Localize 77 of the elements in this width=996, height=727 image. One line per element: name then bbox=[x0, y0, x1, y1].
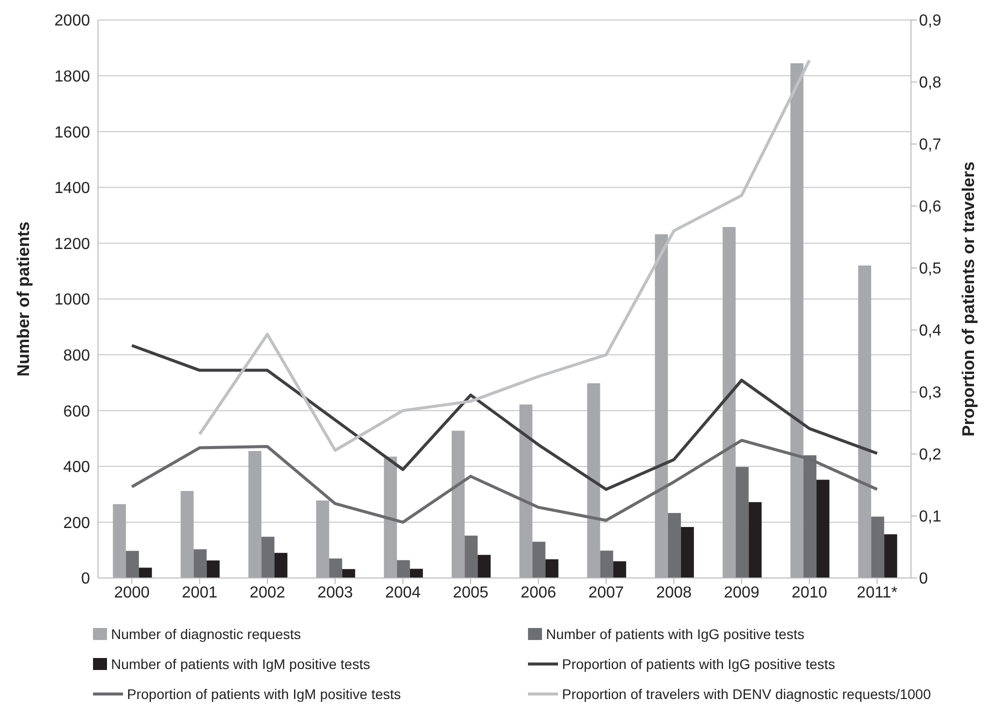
bar bbox=[748, 502, 762, 578]
x-tick-label: 2008 bbox=[656, 584, 692, 602]
y2-axis-title: Proportion of patients or travelers bbox=[959, 162, 978, 436]
bar bbox=[680, 526, 694, 578]
bar bbox=[871, 516, 884, 578]
x-tick-label: 2006 bbox=[520, 584, 556, 602]
bar bbox=[396, 560, 410, 578]
y-tick-label: 1200 bbox=[54, 236, 90, 253]
bar bbox=[736, 466, 749, 578]
y-tick-label: 2000 bbox=[54, 12, 90, 30]
x-tick-label: 2004 bbox=[385, 584, 421, 602]
y-tick-label: 800 bbox=[63, 347, 90, 364]
bar bbox=[329, 558, 342, 578]
y-tick-label: 1000 bbox=[54, 292, 90, 309]
y2-tick-label: 0,1 bbox=[919, 508, 942, 526]
x-tick-label: 2007 bbox=[588, 584, 624, 602]
legend-label: Proportion of patients with IgM positive tests bbox=[127, 686, 401, 702]
y2-tick-label: 0,5 bbox=[919, 260, 942, 278]
x-tick-label: 2011* bbox=[856, 584, 898, 602]
bar bbox=[316, 500, 330, 578]
bar bbox=[858, 266, 872, 578]
x-tick-label: 2002 bbox=[250, 584, 286, 602]
legend-label: Number of diagnostic requests bbox=[111, 626, 301, 642]
x-tick-label: 2009 bbox=[724, 584, 760, 602]
bar bbox=[600, 550, 614, 578]
bar bbox=[410, 568, 423, 578]
y-tick-label: 0 bbox=[81, 570, 90, 588]
bar bbox=[342, 569, 356, 578]
y2-tick-label: 0,6 bbox=[919, 198, 942, 216]
bar bbox=[126, 550, 139, 578]
bar bbox=[722, 227, 736, 578]
bar bbox=[654, 234, 668, 578]
bar bbox=[613, 561, 626, 578]
y-tick-label: 1600 bbox=[54, 124, 90, 142]
bar bbox=[180, 490, 194, 578]
bar bbox=[248, 451, 262, 578]
bar bbox=[464, 536, 478, 578]
y-tick-label: 1400 bbox=[54, 180, 90, 198]
y-tick-label: 400 bbox=[63, 459, 90, 476]
bar bbox=[452, 430, 465, 578]
bar bbox=[816, 480, 830, 578]
bar bbox=[194, 549, 207, 578]
y2-tick-label: 0,3 bbox=[919, 384, 942, 402]
bar bbox=[384, 456, 397, 578]
bar bbox=[261, 536, 274, 578]
x-tick-label: 2000 bbox=[114, 584, 150, 602]
x-tick-label: 2010 bbox=[792, 584, 828, 602]
y-tick-label: 1800 bbox=[54, 68, 90, 86]
bar bbox=[790, 63, 804, 578]
bar bbox=[884, 534, 898, 578]
x-tick-label: 2001 bbox=[182, 584, 218, 602]
legend-label: Number of patients with IgG positive tests bbox=[546, 626, 804, 642]
y-axis-title: Number of patients bbox=[14, 222, 34, 376]
bar bbox=[112, 504, 126, 578]
y-tick-label: 600 bbox=[63, 403, 90, 420]
bar bbox=[519, 404, 532, 578]
y2-tick-label: 0,4 bbox=[919, 322, 942, 340]
legend-label: Proportion of patients with IgG positive tests bbox=[562, 656, 836, 672]
bar bbox=[138, 568, 152, 578]
y2-tick-label: 0,8 bbox=[919, 74, 942, 92]
bar bbox=[206, 560, 220, 578]
y2-tick-label: 0,2 bbox=[919, 446, 942, 464]
bar bbox=[532, 542, 546, 578]
bar bbox=[478, 554, 491, 578]
y2-tick-label: 0,7 bbox=[919, 136, 942, 154]
y2-tick-label: 0 bbox=[919, 570, 928, 588]
x-tick-label: 2005 bbox=[452, 584, 489, 602]
y2-tick-label: 0,9 bbox=[919, 12, 942, 30]
line-series bbox=[130, 344, 879, 491]
bar bbox=[545, 559, 558, 578]
legend-label: Proportion of travelers with DENV diagnostic requests/1000 bbox=[562, 686, 931, 702]
bar bbox=[587, 383, 600, 578]
bar bbox=[668, 512, 681, 578]
y-tick-label: 200 bbox=[63, 514, 90, 532]
x-tick-label: 2003 bbox=[317, 584, 354, 602]
bar bbox=[274, 552, 288, 578]
legend-label: Number of patients with IgM positive tests bbox=[111, 656, 370, 672]
